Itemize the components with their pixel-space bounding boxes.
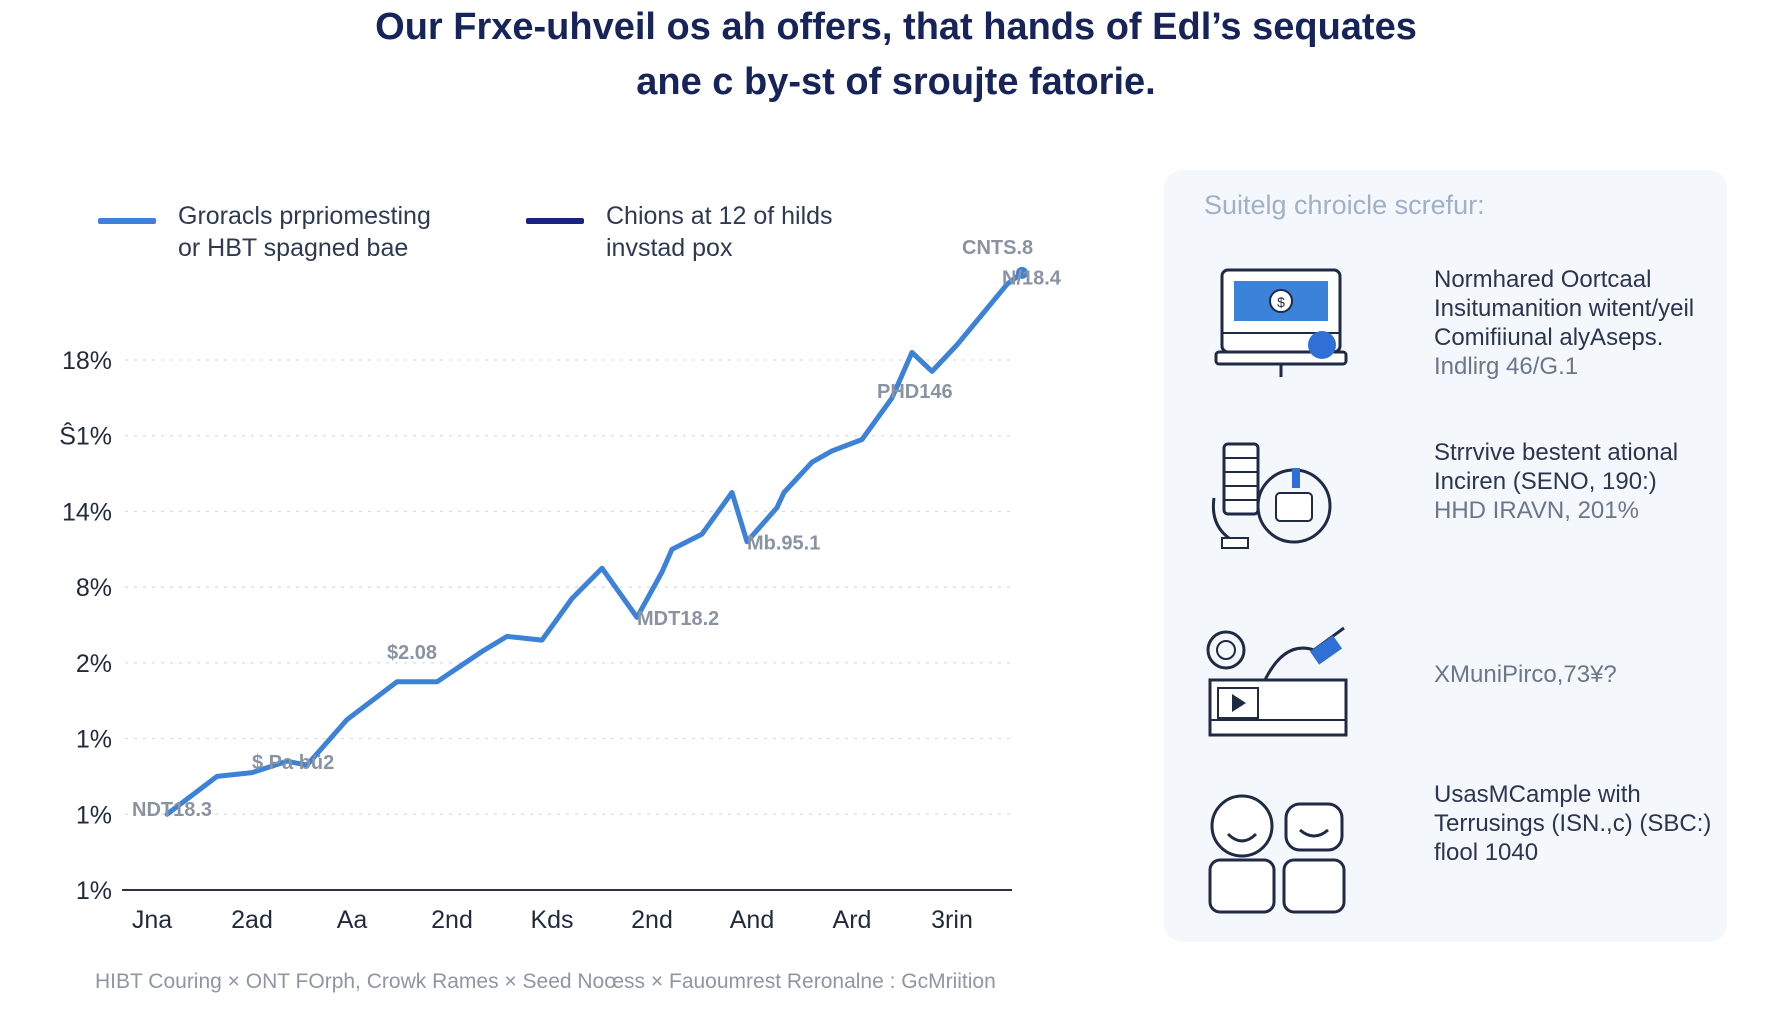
y-tick-label: 1% [76, 801, 112, 829]
panel-item-4-line-2: Terrusings (ISN.,c) (SBC:) [1434, 810, 1712, 837]
panel-item-3: XMuniPirco,73¥? [1204, 620, 1704, 750]
y-tick-label: 2% [76, 650, 112, 678]
y-tick-label: 14% [62, 498, 112, 526]
legend-label-2-line-2: invstad pox [606, 234, 733, 262]
legend-label-1-line-2: or HBT spagned bae [178, 234, 409, 262]
data-label: $ Pa bü2 [252, 752, 334, 774]
panel-item-1-line-2: Insitumanition witent/yeil [1434, 295, 1695, 322]
title-line-1: Our Frxe-uhveil os ah offers, that hands… [375, 6, 1417, 48]
panel-item-1-line-1: Normhared Oortcaal [1434, 266, 1652, 293]
data-label: MDT18.2 [637, 608, 719, 630]
data-label: Mb.95.1 [747, 532, 820, 554]
data-label: N/18.4 [1002, 267, 1062, 289]
panel-item-2-text: Strrvive bestent ational Inciren (SENO, … [1434, 438, 1734, 525]
panel-item-4: UsasMCample with Terrusings (ISN.,c) (SB… [1204, 781, 1711, 920]
panel-item-3-line-1: XMuniPirco,73¥? [1434, 661, 1617, 688]
side-panel: Suitelg chroicle screfur: $ Normhared Oo… [1164, 170, 1727, 942]
legend-swatch-2 [526, 218, 584, 224]
x-tick-label: Ard [833, 906, 872, 934]
panel-item-2-line-3: HHD IRAVN, 201% [1434, 497, 1639, 524]
panel-item-4-line-1: UsasMCample with [1434, 781, 1641, 808]
x-tick-label: Aa [337, 906, 368, 934]
legend-swatch-1 [98, 218, 156, 224]
chart-title: Our Frxe-uhveil os ah offers, that hands… [0, 0, 1792, 110]
panel-item-4-line-3: flool 1040 [1434, 839, 1539, 866]
legend-label-1-line-1: Groracls prpriomesting [178, 202, 431, 230]
legend: Groracls prpriomesting or HBT spagned ba… [98, 200, 954, 264]
server-tech-icon [1211, 442, 1332, 549]
data-label: $2.08 [387, 642, 437, 664]
y-tick-label: Ŝ1% [59, 422, 112, 451]
people-avatars-icon [1208, 794, 1346, 914]
x-tick-label: Kds [530, 906, 573, 934]
legend-label-1: Groracls prpriomesting or HBT spagned ba… [178, 200, 478, 264]
panel-item-2-line-1: Strrvive bestent ational [1434, 439, 1679, 466]
x-tick-label: Jna [132, 906, 172, 934]
svg-text:$: $ [1277, 294, 1285, 310]
footer-sources: HIBT Couring × ONT FOrph, Crowk Rames × … [95, 970, 996, 993]
panel-item-1-line-4: Indlirg 46/G.1 [1434, 353, 1579, 380]
legend-item-2: Chions at 12 of hilds invstad pox [526, 200, 906, 264]
series-line-1 [164, 270, 1025, 817]
x-tick-label: And [730, 906, 774, 934]
workspace-tools-icon [1206, 626, 1348, 737]
x-tick-label: 2nd [631, 906, 673, 934]
panel-item-4-text: UsasMCample with Terrusings (ISN.,c) (SB… [1434, 780, 1734, 867]
y-tick-label: 1% [76, 726, 112, 754]
data-label: CNTS.8 [962, 237, 1033, 259]
x-tick-label: 3rin [931, 906, 973, 934]
x-tick-label: 2nd [431, 906, 473, 934]
legend-item-1: Groracls prpriomesting or HBT spagned ba… [98, 200, 478, 264]
legend-label-2-line-1: Chions at 12 of hilds [606, 202, 833, 230]
data-label: NDT18.3 [132, 799, 212, 821]
y-tick-label: 18% [62, 347, 112, 375]
panel-item-2-line-2: Inciren (SENO, 190:) [1434, 468, 1657, 495]
y-tick-label: 1% [76, 877, 112, 905]
data-label: PHD146 [877, 381, 953, 403]
panel-item-1-line-3: Comifiiunal alyAseps. [1434, 324, 1664, 351]
x-tick-label: 2ad [231, 906, 273, 934]
panel-item-1-text: Normhared Oortcaal Insitumanition witent… [1434, 265, 1734, 381]
y-tick-label: 8% [76, 574, 112, 602]
title-line-2: ane c by-st of sroujte fatorie. [636, 61, 1156, 103]
panel-title: Suitelg chroicle screfur: [1204, 190, 1485, 220]
panel-item-3-text: XMuniPirco,73¥? [1434, 660, 1734, 689]
panel-item-2: Strrvive bestent ational Inciren (SENO, … [1204, 438, 1704, 568]
legend-label-2: Chions at 12 of hilds invstad pox [606, 200, 906, 264]
series-end-point [1016, 266, 1028, 279]
panel-item-1: $ Normhared Oortcaal Insitumanition wite… [1204, 265, 1704, 395]
computer-monitor-icon: $ [1214, 268, 1348, 377]
